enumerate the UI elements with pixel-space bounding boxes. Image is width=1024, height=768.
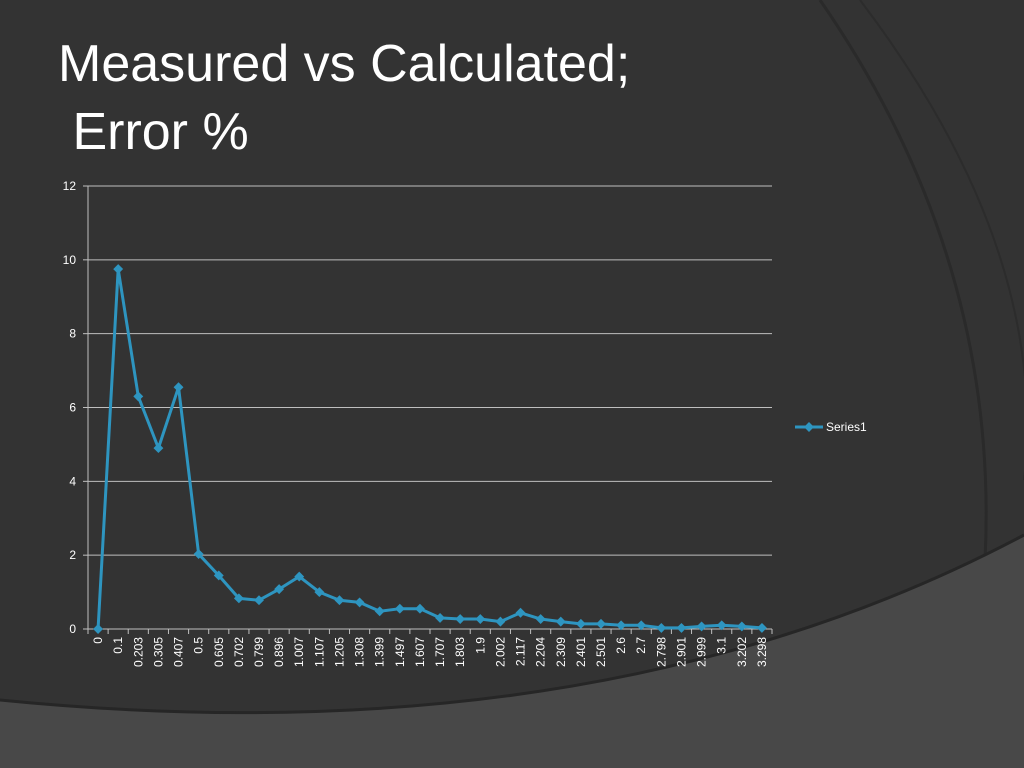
data-point xyxy=(716,620,727,631)
x-tick-label: 0 xyxy=(91,637,105,644)
data-point xyxy=(455,614,466,624)
y-tick-label: 2 xyxy=(69,548,76,562)
x-tick-label: 2.6 xyxy=(614,637,628,654)
background-arc-inner xyxy=(0,535,1024,768)
data-point xyxy=(656,622,667,633)
x-tick-label: 0.799 xyxy=(252,637,266,667)
data-point xyxy=(495,616,506,627)
data-point xyxy=(515,607,526,618)
x-tick-label: 1.007 xyxy=(292,637,306,667)
title-line-1: Measured vs Calculated; xyxy=(58,35,631,93)
data-point xyxy=(394,603,405,614)
data-point xyxy=(193,549,204,560)
data-point xyxy=(555,616,566,627)
data-point xyxy=(676,622,687,633)
title-line-2: Error % xyxy=(58,103,249,161)
data-point xyxy=(153,443,164,454)
x-tick-label: 1.707 xyxy=(433,637,447,667)
x-tick-label: 2.309 xyxy=(554,637,568,667)
data-point xyxy=(414,603,425,614)
data-point xyxy=(575,618,586,629)
data-point xyxy=(636,620,647,631)
data-point xyxy=(133,391,144,402)
legend-diamond-marker xyxy=(804,422,814,432)
x-tick-label: 2.7 xyxy=(634,637,648,654)
data-point xyxy=(354,597,365,608)
y-tick-label: 0 xyxy=(69,622,76,636)
x-tick-label: 0.305 xyxy=(151,637,165,667)
x-tick-label: 2.798 xyxy=(654,637,668,667)
slide-title: Measured vs Calculated; Error % xyxy=(58,30,630,166)
x-tick-label: 2.901 xyxy=(674,637,688,667)
data-point xyxy=(113,264,124,275)
x-tick-label: 1.308 xyxy=(353,637,367,667)
x-tick-label: 2.401 xyxy=(574,637,588,667)
legend: Series1 xyxy=(795,420,867,434)
axes xyxy=(87,186,773,634)
x-tick-label: 0.605 xyxy=(212,637,226,667)
data-point xyxy=(334,595,345,606)
x-tick-label: 0.5 xyxy=(192,637,206,654)
x-tick-label: 1.607 xyxy=(413,637,427,667)
legend-entry-series1: Series1 xyxy=(826,420,867,434)
x-tick-label: 2.002 xyxy=(493,637,507,667)
data-point xyxy=(213,570,224,581)
background-arc-edge xyxy=(0,533,1024,715)
grid-lines xyxy=(83,185,772,630)
data-point xyxy=(314,587,325,598)
x-tick-label: 0.203 xyxy=(131,637,145,667)
data-point xyxy=(254,595,264,606)
y-tick-label: 8 xyxy=(69,327,76,341)
x-tick-label: 0.702 xyxy=(232,637,246,667)
x-tick-labels: 0 0.1 0.203 0.305 0.407 0.5 0.605 0.702 0.799 0.8… xyxy=(91,637,769,667)
x-tick-label: 1.803 xyxy=(453,637,467,667)
data-point xyxy=(93,624,104,634)
data-point xyxy=(294,571,305,582)
series-layer xyxy=(93,264,767,634)
x-tick-label: 2.204 xyxy=(534,637,548,667)
data-point xyxy=(535,614,546,624)
y-tick-label: 6 xyxy=(69,401,76,415)
data-point xyxy=(475,614,486,624)
x-tick-label: 2.501 xyxy=(594,637,608,667)
x-tick-label: 1.205 xyxy=(332,637,346,667)
y-tick-label: 4 xyxy=(69,474,76,488)
data-point xyxy=(696,621,707,632)
data-point xyxy=(274,584,285,595)
y-tick-labels: 0 2 4 6 8 10 12 xyxy=(63,179,77,636)
x-tick-label: 2.999 xyxy=(695,637,709,667)
background-arc-outer xyxy=(818,0,988,561)
x-tick-label: 1.107 xyxy=(312,637,326,667)
data-point xyxy=(374,606,385,617)
x-tick-label: 1.497 xyxy=(393,637,407,667)
data-point xyxy=(173,382,184,393)
data-point xyxy=(435,612,446,623)
background-arc-right xyxy=(859,0,1024,480)
data-point xyxy=(616,620,627,631)
y-tick-label: 10 xyxy=(63,253,77,267)
x-tick-label: 3.1 xyxy=(715,637,729,654)
data-point xyxy=(233,593,244,604)
series-line-1 xyxy=(96,267,763,630)
data-point xyxy=(596,618,606,629)
data-point xyxy=(736,621,747,632)
x-tick-label: 0.1 xyxy=(111,637,125,654)
x-tick-label: 1.9 xyxy=(473,637,487,654)
y-tick-label: 12 xyxy=(63,179,77,193)
x-tick-label: 3.298 xyxy=(755,637,769,667)
x-tick-label: 1.399 xyxy=(373,637,387,667)
x-tick-label: 3.202 xyxy=(735,637,749,667)
data-point xyxy=(756,622,767,633)
x-tick-label: 2.117 xyxy=(514,637,528,666)
x-tick-label: 0.896 xyxy=(272,637,286,667)
x-tick-label: 0.407 xyxy=(172,637,186,667)
